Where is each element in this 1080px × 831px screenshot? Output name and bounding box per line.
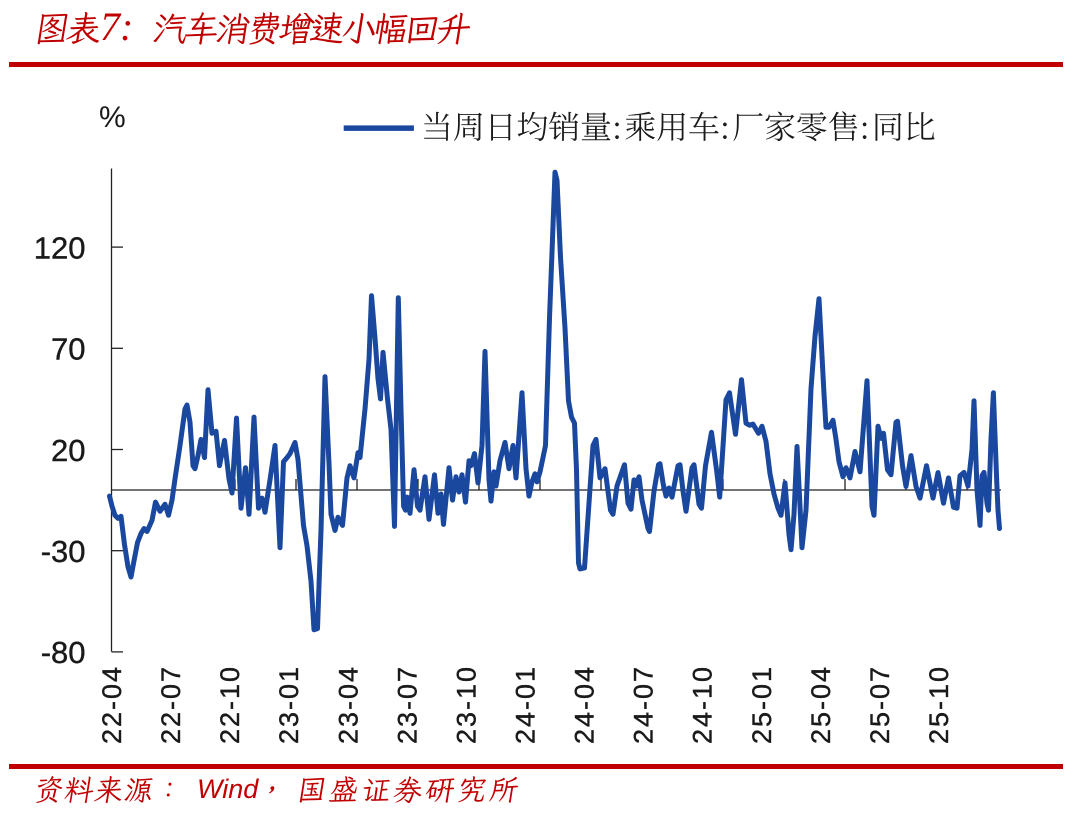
svg-text:20: 20 <box>51 433 85 468</box>
svg-text:25-04: 25-04 <box>806 665 836 744</box>
svg-text:23-04: 23-04 <box>333 665 363 744</box>
svg-text:-80: -80 <box>41 635 86 670</box>
svg-text:23-07: 23-07 <box>392 665 422 744</box>
svg-text:22-10: 22-10 <box>215 665 245 744</box>
svg-text:24-04: 24-04 <box>570 665 600 744</box>
svg-text:25-07: 25-07 <box>865 665 895 744</box>
svg-text:24-07: 24-07 <box>629 665 659 744</box>
svg-text:22-04: 22-04 <box>97 665 127 744</box>
svg-text:23-01: 23-01 <box>274 665 304 744</box>
svg-text:7:: 7: <box>100 4 133 49</box>
svg-text:-30: -30 <box>41 534 86 569</box>
svg-text:23-10: 23-10 <box>451 665 481 744</box>
svg-text:Wind: Wind <box>197 774 259 804</box>
svg-text:25-10: 25-10 <box>924 665 954 744</box>
svg-text:25-01: 25-01 <box>747 665 777 744</box>
svg-text:70: 70 <box>51 332 85 367</box>
svg-text:24-01: 24-01 <box>511 665 541 744</box>
svg-text:22-07: 22-07 <box>156 665 186 744</box>
svg-text:120: 120 <box>34 230 86 265</box>
svg-text:%: % <box>99 101 126 134</box>
svg-text:24-10: 24-10 <box>688 665 718 744</box>
